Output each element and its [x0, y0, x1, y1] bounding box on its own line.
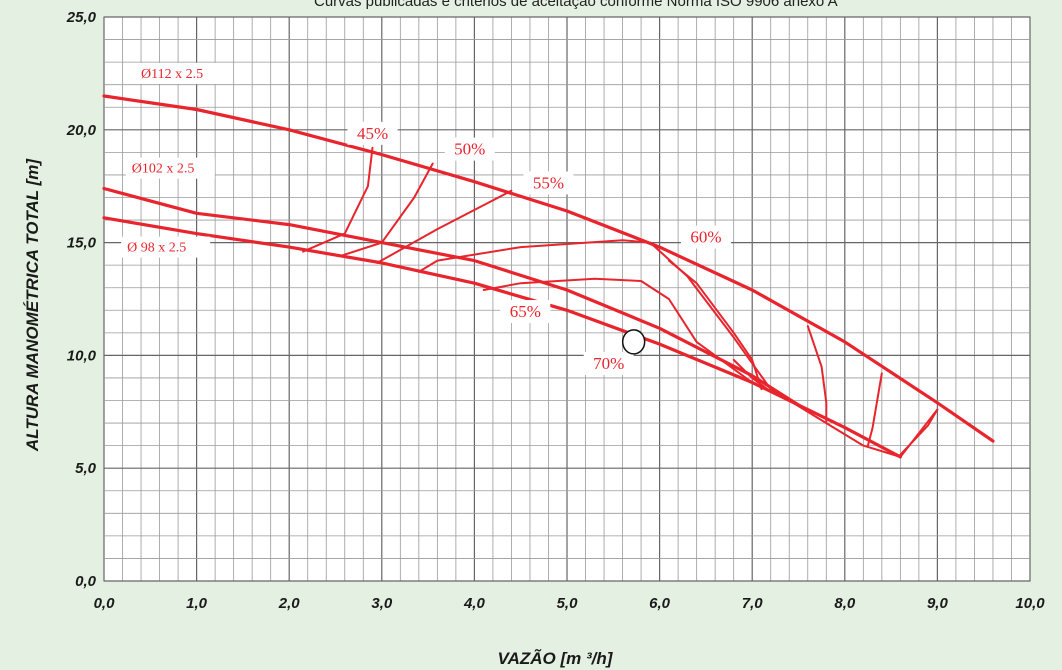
- efficiency-label: 50%: [454, 140, 485, 159]
- y-tick-label: 20,0: [66, 122, 97, 139]
- curve-labels: Ø112 x 2.5 Ø102 x 2.5 Ø 98 x 2.5 45% 50% 55% 6…: [121, 62, 731, 375]
- efficiency-label-bg: [523, 171, 574, 195]
- series-label-bg: [125, 157, 215, 179]
- efficiency-label: 45%: [357, 124, 388, 143]
- x-tick-label: 4,0: [463, 595, 486, 612]
- x-tick-label: 7,0: [742, 595, 764, 612]
- efficiency-label: 55%: [533, 173, 564, 192]
- series-label-bg: [121, 236, 211, 258]
- y-tick-label: 10,0: [67, 347, 97, 364]
- series-line: [102, 94, 995, 443]
- x-axis-title: VAZÃO [m ³/h]: [498, 648, 614, 668]
- x-tick-label: 1,0: [186, 595, 208, 612]
- efficiency-curve-segment: [732, 358, 781, 395]
- efficiency-curve: [339, 162, 434, 258]
- series-lines: [102, 94, 995, 459]
- efficiency-label-bg: [680, 225, 731, 249]
- efficiency-label-bg: [444, 137, 495, 161]
- y-tick-label: 5,0: [75, 460, 97, 477]
- x-tick-label: 0,0: [94, 595, 116, 612]
- efficiency-curve: [482, 277, 754, 384]
- efficiency-label-bg: [583, 351, 634, 375]
- efficiency-label: 70%: [593, 354, 624, 373]
- efficiency-label: 65%: [510, 302, 541, 321]
- series-label: Ø102 x 2.5: [132, 162, 195, 177]
- y-tick-label: 0,0: [75, 573, 97, 590]
- x-tick-label: 6,0: [649, 595, 671, 612]
- y-tick-label: 25,0: [66, 9, 97, 26]
- efficiency-curve-segment: [899, 408, 939, 456]
- x-tick-label: 3,0: [371, 595, 393, 612]
- series-label-bg: [135, 62, 225, 84]
- series-label: Ø112 x 2.5: [141, 67, 203, 82]
- x-tick-label: 10,0: [1015, 595, 1045, 612]
- x-tick-label: 5,0: [557, 595, 579, 612]
- efficiency-curve: [302, 146, 374, 253]
- x-tick-label: 9,0: [927, 595, 949, 612]
- x-tick-label: 2,0: [278, 595, 301, 612]
- efficiency-label-bg: [347, 121, 398, 145]
- y-tick-label: 15,0: [67, 235, 97, 252]
- efficiency-curve-segment: [667, 259, 763, 391]
- efficiency-curve-segment: [866, 372, 883, 447]
- x-tick-label: 8,0: [834, 595, 856, 612]
- efficiency-label-bg: [500, 300, 551, 324]
- efficiency-curve: [376, 189, 513, 264]
- series-label: Ø 98 x 2.5: [127, 241, 186, 256]
- chart-subtitle: Curvas publicadas e critérios de aceitaç…: [314, 0, 838, 10]
- grid: [103, 16, 1031, 582]
- tick-labels: 0,0 1,0 2,0 3,0 4,0 5,0 6,0 7,0 8,0 9,0 10,0 0,0 5,0…: [66, 9, 1045, 612]
- efficiency-curve-segment: [806, 325, 828, 425]
- y-axis-title: ALTURA MANOMÉTRICA TOTAL [m]: [23, 158, 42, 452]
- operating-point-marker: [621, 329, 646, 355]
- efficiency-curve: [417, 239, 939, 458]
- efficiency-label: 60%: [690, 228, 721, 247]
